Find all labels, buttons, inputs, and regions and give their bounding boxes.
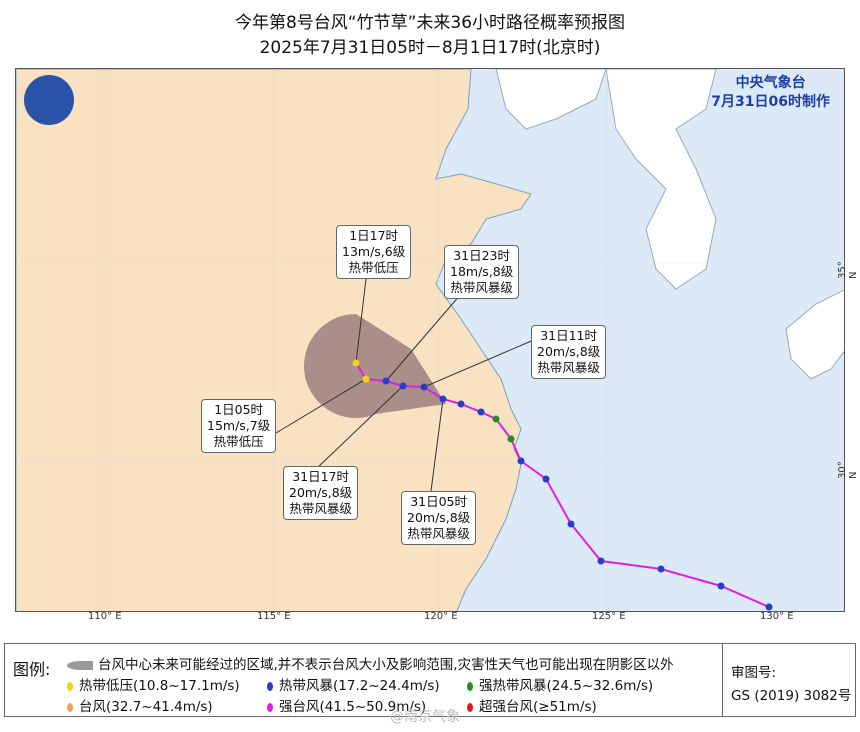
forecast-label-1d17: 1日17时 13m/s,6级 热带低压 <box>336 225 412 279</box>
lat-tick: 35° N <box>837 261 859 279</box>
track-point <box>352 359 360 367</box>
legend-item: 强台风(41.5~50.9m/s) <box>267 695 426 715</box>
intensity-dot-icon <box>67 681 73 691</box>
forecast-label-31d11: 31日11时 20m/s,8级 热带风暴级 <box>531 325 607 379</box>
forecast-cone <box>303 314 446 419</box>
lon-tick: 120° E <box>424 611 458 622</box>
leader-line <box>423 338 537 388</box>
review-number: GS (2019) 3082号 <box>731 688 852 704</box>
forecast-label-31d05: 31日05时 20m/s,8级 热带风暴级 <box>401 491 477 545</box>
track-point <box>439 395 447 403</box>
track-point <box>567 520 575 528</box>
leader-line <box>315 385 404 470</box>
legend: 图例: 台风中心未来可能经过的区域,并不表示台风大小及影响范围,灾害性天气也可能… <box>4 643 856 717</box>
lon-tick: 125° E <box>592 611 626 622</box>
intensity-dot-icon <box>67 702 73 712</box>
track-point <box>542 475 550 483</box>
korea-peninsula <box>605 69 717 290</box>
track-point <box>597 557 605 565</box>
track-point <box>765 603 773 611</box>
map-subtitle: 2025年7月31日05时－8月1日17时(北京时) <box>259 38 601 58</box>
map-svg <box>16 69 844 611</box>
track-point <box>657 565 665 573</box>
legend-item: 台风(32.7~41.4m/s) <box>67 695 213 715</box>
forecast-label-31d23: 31日23时 18m/s,8级 热带风暴级 <box>444 245 520 299</box>
agency-stamp: 中央气象台 7月31日06时制作 <box>711 75 830 110</box>
forecast-label-1d05: 1日05时 15m/s,7级 热带低压 <box>201 399 277 453</box>
map-title: 今年第8号台风“竹节草”未来36小时路径概率预报图 <box>234 13 626 33</box>
leader-line <box>355 278 367 364</box>
legend-item: 强热带风暴(24.5~32.6m/s) <box>467 674 653 694</box>
track-point <box>717 582 725 590</box>
track-point <box>399 382 407 390</box>
legend-item: 热带低压(10.8~17.1m/s) <box>67 674 240 694</box>
legend-cone: 台风中心未来可能经过的区域,并不表示台风大小及影响范围,灾害性天气也可能出现在阴… <box>67 653 674 673</box>
track-point <box>420 383 428 391</box>
liaodong <box>495 69 607 130</box>
china-landmass <box>16 69 532 611</box>
track-point <box>382 377 390 385</box>
lon-tick: 110° E <box>88 611 122 622</box>
cone-icon <box>67 660 93 670</box>
leader-line <box>385 293 462 382</box>
watermark: @南京气象 <box>390 709 460 725</box>
track-point <box>362 375 370 383</box>
leader-line <box>430 398 444 492</box>
track-point <box>517 457 525 465</box>
forecast-label-31d17: 31日17时 20m/s,8级 热带风暴级 <box>283 466 359 520</box>
intensity-dot-icon <box>467 681 473 691</box>
track-point <box>507 435 515 443</box>
label-leaders <box>265 278 537 492</box>
track-point <box>457 400 465 408</box>
legend-label: 图例: <box>13 660 51 679</box>
leader-line <box>265 378 367 440</box>
review-label: 审图号: <box>731 665 777 681</box>
track-point <box>477 408 485 416</box>
lon-tick: 130° E <box>760 611 794 622</box>
track-point <box>492 415 500 423</box>
legend-divider <box>722 644 723 716</box>
intensity-dot-icon <box>267 702 273 712</box>
cma-logo <box>24 75 74 125</box>
lon-tick: 115° E <box>257 611 291 622</box>
intensity-dot-icon <box>467 702 473 712</box>
legend-item: 热带风暴(17.2~24.4m/s) <box>267 674 440 694</box>
map-area: 1日17时 13m/s,6级 热带低压 31日23时 18m/s,8级 热带风暴级 31… <box>15 68 845 612</box>
lat-tick: 30° N <box>837 461 859 479</box>
japan-kyushu <box>785 289 844 380</box>
legend-item: 超强台风(≥51m/s) <box>467 695 597 715</box>
intensity-dot-icon <box>267 681 273 691</box>
